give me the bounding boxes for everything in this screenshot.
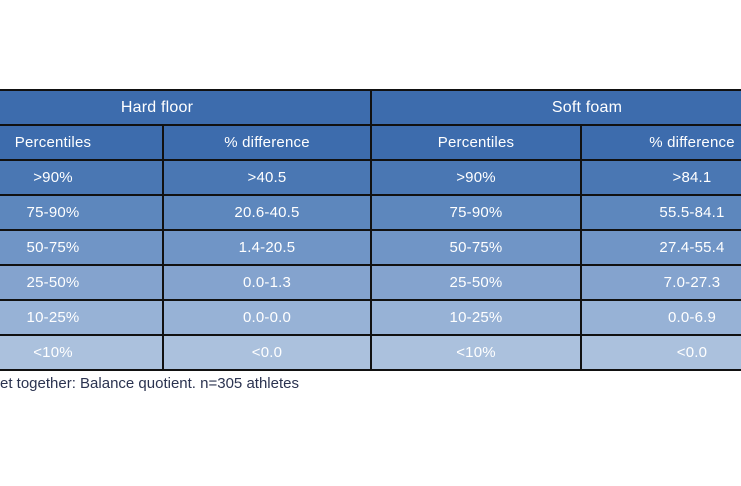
table-cell: <10%	[0, 334, 164, 371]
table-caption: et together: Balance quotient. n=305 ath…	[0, 375, 299, 392]
table-row: 25-50% 0.0-1.3 25-50% 7.0-27.3	[0, 264, 741, 301]
table-cell: 25-50%	[0, 264, 164, 301]
table-cell: <10%	[370, 334, 582, 371]
table-cell: 27.4-55.4	[580, 229, 741, 266]
column-header: % difference	[580, 124, 741, 161]
table-cell: 50-75%	[370, 229, 582, 266]
table-cell: >90%	[0, 159, 164, 196]
results-table: Hard floor Soft foam Percentiles % diffe…	[0, 89, 741, 371]
table-cell: 7.0-27.3	[580, 264, 741, 301]
table-row: 10-25% 0.0-0.0 10-25% 0.0-6.9	[0, 299, 741, 336]
table-row: 75-90% 20.6-40.5 75-90% 55.5-84.1	[0, 194, 741, 231]
table-row: 50-75% 1.4-20.5 50-75% 27.4-55.4	[0, 229, 741, 266]
table-row: <10% <0.0 <10% <0.0	[0, 334, 741, 371]
table-row: >90% >40.5 >90% >84.1	[0, 159, 741, 196]
table-cell: 10-25%	[0, 299, 164, 336]
table-cell: 0.0-0.0	[162, 299, 372, 336]
table-cell: 75-90%	[370, 194, 582, 231]
table-cell: 20.6-40.5	[162, 194, 372, 231]
results-table-clip: Hard floor Soft foam Percentiles % diffe…	[0, 89, 741, 379]
table-cell: 1.4-20.5	[162, 229, 372, 266]
section-header-soft-foam: Soft foam	[370, 89, 741, 126]
table-cell: 25-50%	[370, 264, 582, 301]
table-cell: <0.0	[580, 334, 741, 371]
table-cell: 50-75%	[0, 229, 164, 266]
table-cell: 0.0-1.3	[162, 264, 372, 301]
table-cell: 55.5-84.1	[580, 194, 741, 231]
column-header: % difference	[162, 124, 372, 161]
table-cell: >40.5	[162, 159, 372, 196]
column-header-row: Percentiles % difference Percentiles % d…	[0, 124, 741, 161]
table-cell: <0.0	[162, 334, 372, 371]
table-cell: 0.0-6.9	[580, 299, 741, 336]
column-header: Percentiles	[370, 124, 582, 161]
section-header-row: Hard floor Soft foam	[0, 89, 741, 126]
table-cell: 10-25%	[370, 299, 582, 336]
section-header-hard-floor: Hard floor	[0, 89, 372, 126]
table-cell: 75-90%	[0, 194, 164, 231]
table-cell: >84.1	[580, 159, 741, 196]
column-header: Percentiles	[0, 124, 164, 161]
table-cell: >90%	[370, 159, 582, 196]
